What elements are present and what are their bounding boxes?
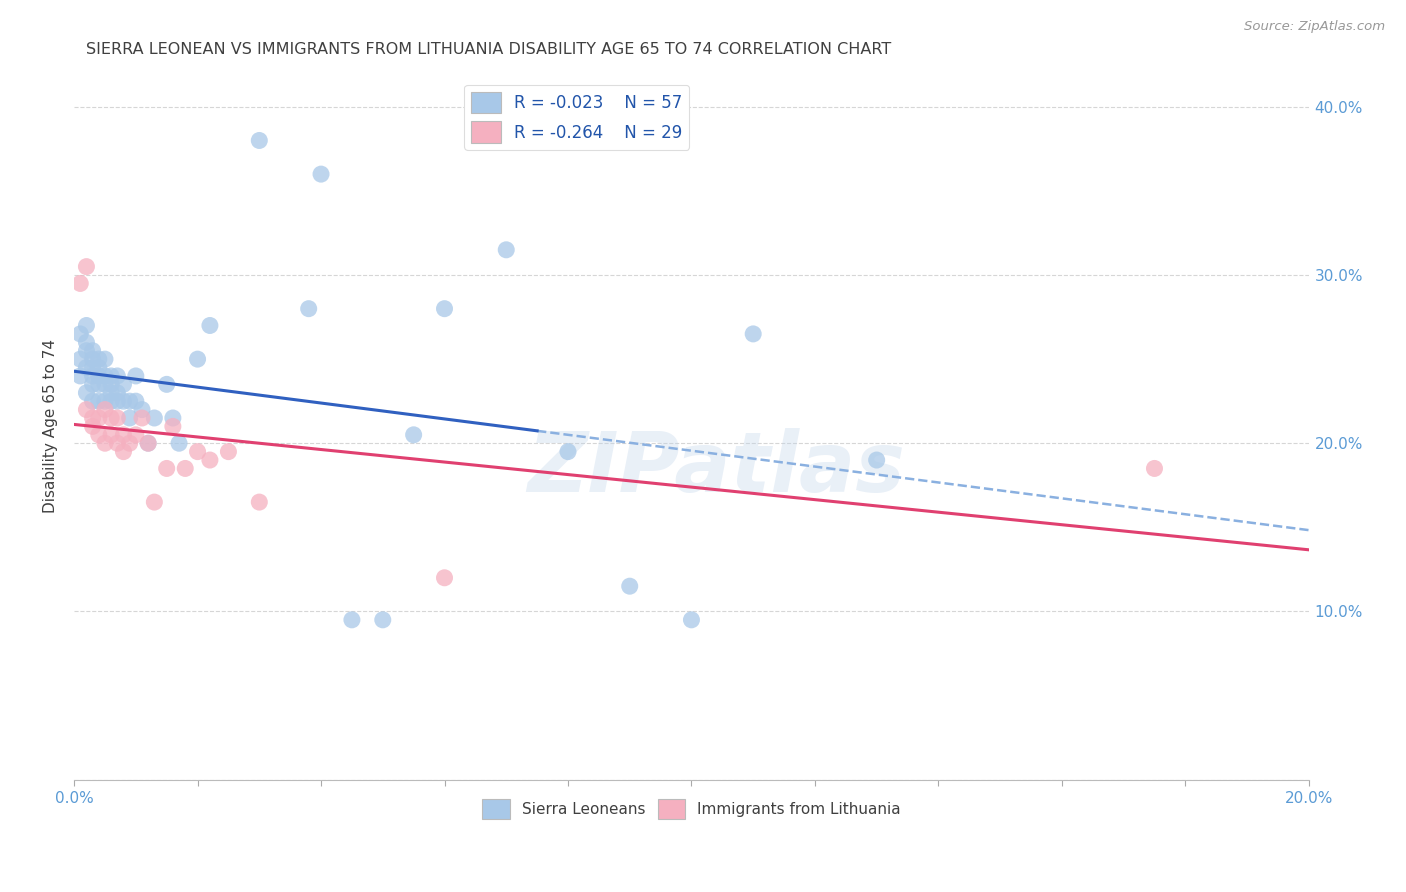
Point bbox=[87, 394, 110, 409]
Point bbox=[82, 377, 104, 392]
Point bbox=[82, 394, 104, 409]
Point bbox=[75, 260, 97, 274]
Point bbox=[82, 368, 104, 383]
Point bbox=[69, 277, 91, 291]
Point bbox=[82, 343, 104, 358]
Point bbox=[247, 495, 270, 509]
Point bbox=[131, 411, 153, 425]
Point bbox=[94, 436, 117, 450]
Point bbox=[94, 402, 117, 417]
Point bbox=[742, 326, 765, 341]
Text: Source: ZipAtlas.com: Source: ZipAtlas.com bbox=[1244, 20, 1385, 33]
Point bbox=[87, 352, 110, 367]
Point bbox=[100, 368, 122, 383]
Point bbox=[100, 394, 122, 409]
Point bbox=[174, 461, 197, 475]
Point bbox=[136, 436, 159, 450]
Point bbox=[187, 352, 209, 367]
Point bbox=[105, 411, 128, 425]
Point bbox=[87, 360, 110, 375]
Point bbox=[87, 427, 110, 442]
Point bbox=[371, 613, 394, 627]
Point bbox=[433, 301, 456, 316]
Point bbox=[402, 427, 425, 442]
Y-axis label: Disability Age 65 to 74: Disability Age 65 to 74 bbox=[44, 339, 58, 514]
Point bbox=[433, 571, 456, 585]
Point bbox=[557, 444, 579, 458]
Point bbox=[217, 444, 239, 458]
Point bbox=[162, 411, 184, 425]
Point bbox=[100, 377, 122, 392]
Legend: Sierra Leoneans, Immigrants from Lithuania: Sierra Leoneans, Immigrants from Lithuan… bbox=[477, 793, 907, 825]
Point bbox=[69, 368, 91, 383]
Point bbox=[136, 436, 159, 450]
Point bbox=[131, 402, 153, 417]
Point bbox=[118, 394, 141, 409]
Point bbox=[105, 436, 128, 450]
Point bbox=[94, 352, 117, 367]
Point bbox=[112, 444, 135, 458]
Point bbox=[247, 133, 270, 147]
Point bbox=[82, 360, 104, 375]
Point bbox=[681, 613, 703, 627]
Point bbox=[143, 411, 166, 425]
Point bbox=[105, 394, 128, 409]
Point bbox=[1143, 461, 1166, 475]
Point bbox=[75, 318, 97, 333]
Point bbox=[298, 301, 321, 316]
Point bbox=[495, 243, 517, 257]
Text: ZIPatlas: ZIPatlas bbox=[527, 428, 905, 509]
Point bbox=[87, 411, 110, 425]
Point bbox=[112, 427, 135, 442]
Point bbox=[112, 394, 135, 409]
Point bbox=[75, 385, 97, 400]
Point bbox=[69, 326, 91, 341]
Point bbox=[156, 461, 179, 475]
Point bbox=[619, 579, 641, 593]
Point bbox=[156, 377, 179, 392]
Point bbox=[100, 427, 122, 442]
Point bbox=[162, 419, 184, 434]
Point bbox=[112, 377, 135, 392]
Point bbox=[82, 352, 104, 367]
Point bbox=[167, 436, 190, 450]
Point bbox=[198, 318, 221, 333]
Point bbox=[100, 385, 122, 400]
Point bbox=[125, 394, 148, 409]
Point bbox=[75, 335, 97, 350]
Point bbox=[100, 411, 122, 425]
Point bbox=[187, 444, 209, 458]
Point bbox=[118, 436, 141, 450]
Point bbox=[75, 343, 97, 358]
Point bbox=[75, 402, 97, 417]
Point bbox=[105, 368, 128, 383]
Point bbox=[94, 368, 117, 383]
Point bbox=[105, 385, 128, 400]
Point bbox=[75, 360, 97, 375]
Point bbox=[143, 495, 166, 509]
Point bbox=[309, 167, 332, 181]
Point bbox=[82, 419, 104, 434]
Point bbox=[198, 453, 221, 467]
Point bbox=[94, 377, 117, 392]
Point bbox=[82, 411, 104, 425]
Point bbox=[94, 394, 117, 409]
Point bbox=[87, 377, 110, 392]
Text: SIERRA LEONEAN VS IMMIGRANTS FROM LITHUANIA DISABILITY AGE 65 TO 74 CORRELATION : SIERRA LEONEAN VS IMMIGRANTS FROM LITHUA… bbox=[86, 42, 891, 57]
Point bbox=[340, 613, 363, 627]
Point bbox=[125, 368, 148, 383]
Point bbox=[87, 368, 110, 383]
Point bbox=[125, 427, 148, 442]
Point bbox=[69, 352, 91, 367]
Point bbox=[118, 411, 141, 425]
Point bbox=[866, 453, 889, 467]
